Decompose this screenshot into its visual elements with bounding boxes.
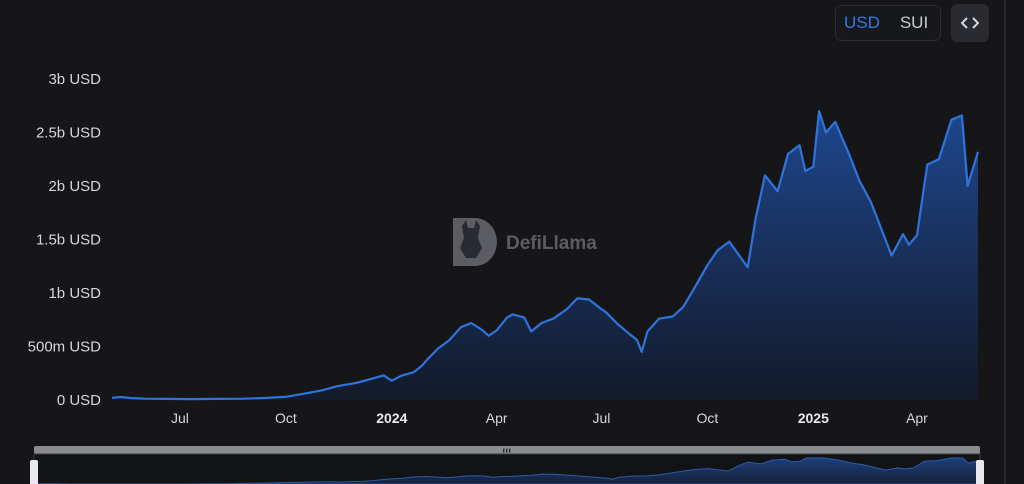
y-tick-label: 1.5b USD [36,232,101,249]
y-tick-label: 3b USD [48,71,101,88]
y-tick-label: 0 USD [57,392,101,409]
x-tick-label: Oct [275,410,297,426]
range-slider-left-handle[interactable] [30,460,38,484]
range-slider-preview [33,457,981,484]
range-slider-grip-icon[interactable] [503,448,511,453]
range-slider[interactable] [30,446,984,484]
x-tick-label: 2024 [376,410,407,426]
x-axis: Jul Oct 2024 Apr Jul Oct 2025 Apr [171,410,928,426]
embed-code-button[interactable] [951,4,989,42]
x-tick-label: Jul [592,410,610,426]
x-tick-label: Apr [486,410,508,426]
range-slider-right-handle[interactable] [976,460,984,484]
x-tick-label: Jul [171,410,189,426]
x-tick-label: Apr [906,410,928,426]
watermark-text: DefiLlama [506,233,597,254]
currency-toggle: USD SUI [835,5,941,41]
defillama-watermark: DefiLlama [453,218,597,266]
y-tick-label: 500m USD [28,339,102,356]
tvl-area [112,111,978,400]
y-tick-label: 2.5b USD [36,125,101,142]
y-axis: 0 USD 500m USD 1b USD 1.5b USD 2b USD 2.5b US… [28,71,102,409]
x-tick-label: Oct [696,410,718,426]
code-brackets-icon [961,17,979,29]
currency-option-usd[interactable]: USD [844,13,880,32]
y-tick-label: 1b USD [48,285,101,302]
x-tick-label: 2025 [798,410,829,426]
currency-option-sui[interactable]: SUI [899,13,929,32]
tvl-line [111,110,980,401]
y-tick-label: 2b USD [48,178,101,195]
llama-logo-icon [453,218,497,266]
